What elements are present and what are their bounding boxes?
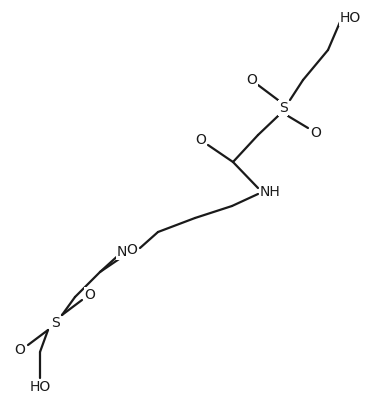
Text: S: S: [51, 316, 59, 330]
Text: O: O: [85, 288, 95, 302]
Text: NH: NH: [117, 245, 138, 259]
Text: HO: HO: [29, 380, 51, 394]
Text: O: O: [310, 126, 321, 140]
Text: O: O: [196, 133, 206, 147]
Text: O: O: [247, 73, 257, 87]
Text: NH: NH: [260, 185, 280, 199]
Text: O: O: [127, 243, 138, 257]
Text: HO: HO: [339, 11, 361, 25]
Text: O: O: [14, 343, 25, 357]
Text: S: S: [279, 101, 287, 115]
